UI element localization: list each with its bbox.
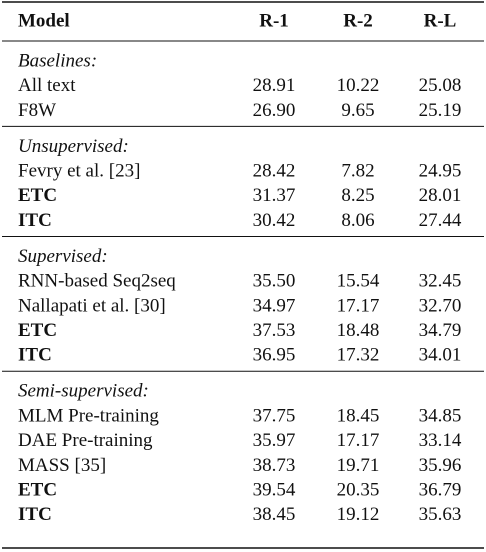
score-cell: 20.35 — [337, 479, 380, 500]
model-name: ETC — [18, 185, 57, 206]
score-cell: 27.44 — [419, 210, 462, 231]
score-cell: 32.45 — [419, 271, 462, 292]
model-name: DAE Pre-training — [18, 430, 153, 451]
score-cell: 38.45 — [253, 504, 296, 525]
header-cell: R-1 — [259, 10, 289, 31]
score-cell: 30.42 — [253, 210, 296, 231]
score-cell: 17.17 — [337, 295, 380, 316]
model-name: Fevry et al. [23] — [18, 160, 140, 181]
score-cell: 34.85 — [419, 405, 462, 426]
score-cell: 10.22 — [337, 75, 380, 96]
score-cell: 36.79 — [419, 479, 462, 500]
score-cell: 25.08 — [419, 75, 462, 96]
score-cell: 37.53 — [253, 320, 296, 341]
score-cell: 18.48 — [337, 320, 380, 341]
score-cell: 35.50 — [253, 271, 296, 292]
score-cell: 35.96 — [419, 455, 462, 476]
score-cell: 8.06 — [341, 210, 374, 231]
model-name: F8W — [18, 100, 56, 121]
score-cell: 36.95 — [253, 345, 296, 366]
score-cell: 32.70 — [419, 295, 462, 316]
score-cell: 28.91 — [253, 75, 296, 96]
score-cell: 7.82 — [341, 160, 374, 181]
model-name: All text — [18, 75, 76, 96]
model-name: ITC — [18, 345, 52, 366]
header-cell: R-2 — [343, 10, 373, 31]
score-cell: 17.32 — [337, 345, 380, 366]
model-name: Nallapati et al. [30] — [18, 295, 166, 316]
score-cell: 33.14 — [419, 430, 462, 451]
group-label: Semi-supervised: — [18, 381, 149, 402]
model-name: ITC — [18, 504, 52, 525]
score-cell: 35.97 — [253, 430, 296, 451]
score-cell: 28.42 — [253, 160, 296, 181]
score-cell: 8.25 — [341, 185, 374, 206]
score-cell: 19.12 — [337, 504, 380, 525]
score-cell: 34.97 — [253, 295, 296, 316]
score-cell: 28.01 — [419, 185, 462, 206]
score-cell: 25.19 — [419, 100, 462, 121]
model-name: MASS [35] — [18, 455, 106, 476]
score-cell: 24.95 — [419, 160, 462, 181]
score-cell: 34.79 — [419, 320, 462, 341]
score-cell: 18.45 — [337, 405, 380, 426]
header-cell: R-L — [424, 10, 457, 31]
model-name: RNN-based Seq2seq — [18, 271, 176, 292]
model-name: ITC — [18, 210, 52, 231]
header-cell: Model — [18, 10, 70, 31]
score-cell: 26.90 — [253, 100, 296, 121]
score-cell: 17.17 — [337, 430, 380, 451]
model-name: ETC — [18, 479, 57, 500]
score-cell: 39.54 — [253, 479, 296, 500]
score-cell: 31.37 — [253, 185, 296, 206]
group-label: Unsupervised: — [18, 136, 129, 157]
score-cell: 19.71 — [337, 455, 380, 476]
group-label: Supervised: — [18, 246, 108, 267]
score-cell: 37.75 — [253, 405, 296, 426]
score-cell: 15.54 — [337, 271, 380, 292]
group-label: Baselines: — [18, 50, 97, 71]
model-name: MLM Pre-training — [18, 405, 159, 426]
score-cell: 38.73 — [253, 455, 296, 476]
score-cell: 35.63 — [419, 504, 462, 525]
model-name: ETC — [18, 320, 57, 341]
score-cell: 9.65 — [341, 100, 374, 121]
score-cell: 34.01 — [419, 345, 462, 366]
